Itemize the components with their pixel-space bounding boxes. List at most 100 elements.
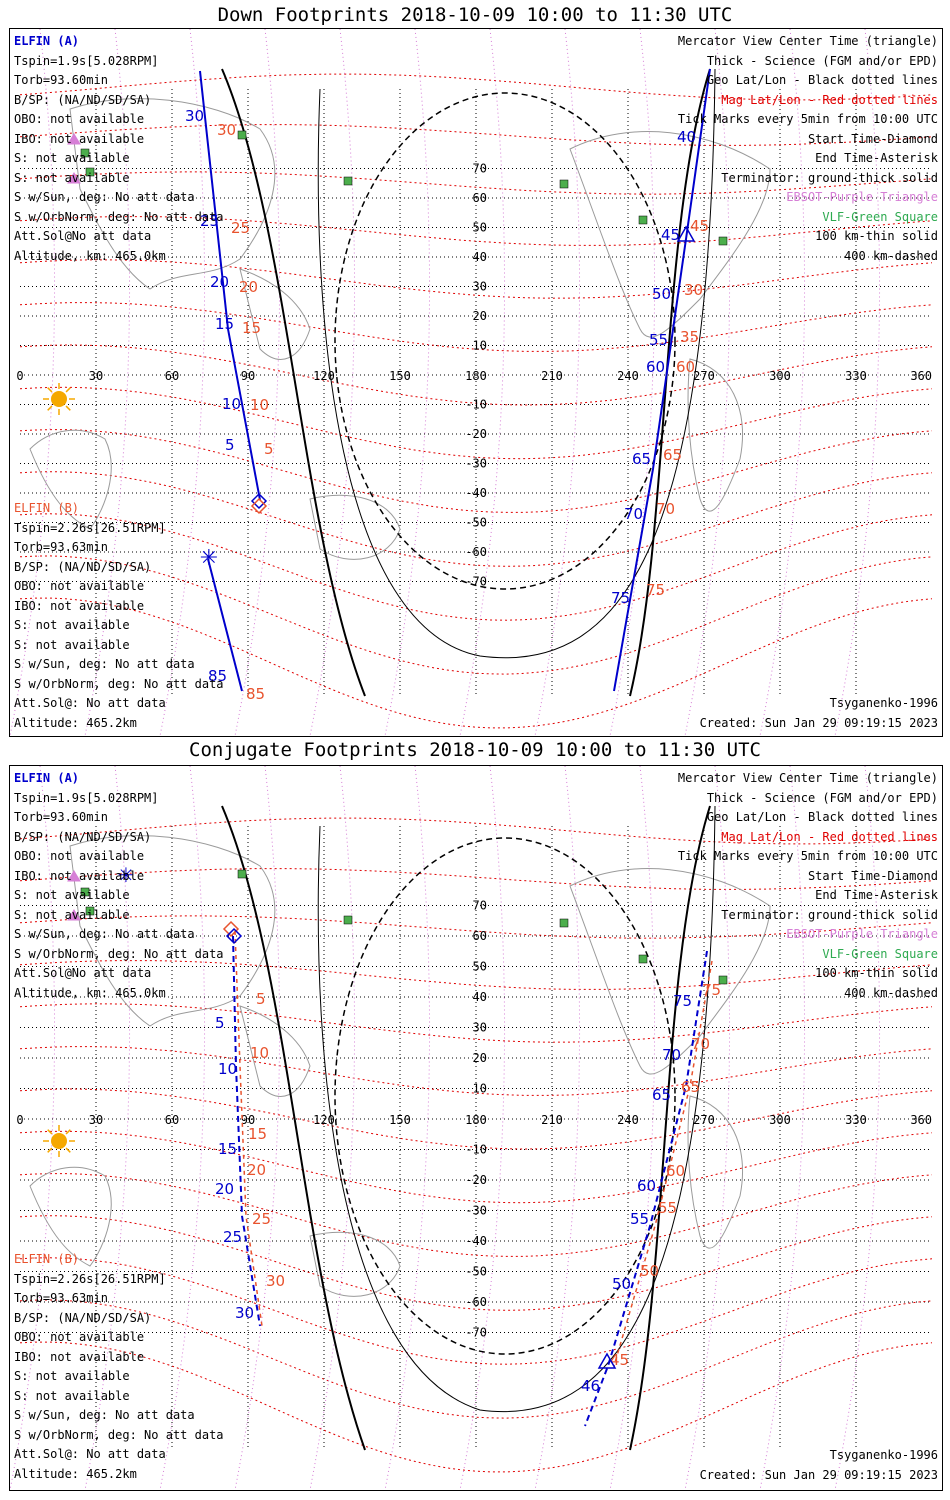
footprint-100km <box>317 805 716 1412</box>
longitude-tick-label: 360 <box>910 1113 932 1127</box>
legend-line: Mercator View Center Time (triangle) <box>677 771 938 785</box>
longitude-tick-label: 240 <box>617 369 639 383</box>
vlf-station-icon <box>638 215 648 225</box>
latitude-tick-label: 50 <box>473 221 487 235</box>
latitude-tick-label: 60 <box>473 191 487 205</box>
latitude-tick-label: -30 <box>465 1204 487 1218</box>
longitude-tick-label: 0 <box>16 369 23 383</box>
legend-line: Start Time-Diamond <box>807 131 938 146</box>
mag-longitude-line <box>459 766 506 1490</box>
elfin-b-tick-label: 45 <box>690 217 709 235</box>
elfin-b-tick-label: 60 <box>666 1162 685 1180</box>
mag-longitude-line <box>609 766 656 1490</box>
sun-ray <box>65 387 71 393</box>
mag-latitude-line <box>19 1130 933 1204</box>
elfin-a-line: B/SP: (NA/ND/SD/SA) <box>14 829 152 844</box>
sun-ray <box>65 405 71 411</box>
mag-latitude-line <box>19 73 933 101</box>
elfin-a-tick-label: 60 <box>646 358 665 376</box>
legend-line: Mag Lat/Lon - Red dotted lines <box>721 829 938 844</box>
map-legend: Mercator View Center Time (triangle) Thic… <box>678 769 938 1003</box>
mag-latitude-line <box>19 1257 933 1365</box>
footprint-100km <box>317 68 716 659</box>
latitude-tick-label: -60 <box>465 545 487 559</box>
elfin-a-tick-label: 65 <box>632 450 651 468</box>
latitude-tick-label: -70 <box>465 575 487 589</box>
elfin-a-tick-label: 55 <box>649 331 668 349</box>
longitude-tick-label: 150 <box>389 1113 411 1127</box>
elfin-a-tick-label: 20 <box>215 1180 234 1198</box>
mag-longitude-line <box>384 29 431 736</box>
sun-icon <box>51 391 67 407</box>
legend-line: Start Time-Diamond <box>807 868 938 883</box>
vlf-station-icon <box>638 954 648 964</box>
conjugate-footprints-title: Conjugate Footprints 2018-10-09 10:00 to… <box>189 739 761 761</box>
coastline <box>239 268 311 360</box>
mag-latitude-line <box>19 1173 933 1257</box>
longitude-tick-label: 150 <box>389 369 411 383</box>
elfin-b-line: Tspin=2.26s[26.51RPM] <box>14 1271 166 1286</box>
coastline <box>309 494 401 560</box>
elfin-b-tick-label: 5 <box>264 440 274 458</box>
vlf-station-icon <box>85 167 95 177</box>
elfin-b-line: Altitude: 465.2km <box>14 715 137 730</box>
elfin-a-info: ELFIN (A) Tspin=1.9s[5.028RPM] Torb=93.6… <box>14 32 224 266</box>
legend-line: Mercator View Center Time (triangle) <box>677 34 938 48</box>
mag-longitude-line <box>84 29 131 736</box>
mag-latitude-line <box>19 1215 933 1311</box>
legend-line: Mag Lat/Lon - Red dotted lines <box>721 92 938 107</box>
coastline <box>569 131 771 338</box>
elfin-a-line: S: not available <box>14 907 130 922</box>
legend-line: Geo Lat/Lon - Black dotted lines <box>706 73 938 87</box>
ebsot-triangle-icon <box>67 172 81 184</box>
elfin-b-header: ELFIN (B) <box>14 1252 80 1266</box>
mag-latitude-line <box>19 471 933 567</box>
elfin-a-tick-label: 5 <box>225 436 235 454</box>
latitude-tick-label: 70 <box>473 162 487 176</box>
center-time-triangle-icon <box>676 225 696 242</box>
elfin-a-tick-label: 75 <box>673 992 692 1010</box>
mag-longitude-line <box>534 29 581 736</box>
end-asterisk-icon: ✳ <box>118 863 135 887</box>
longitude-tick-label: 270 <box>693 369 715 383</box>
vlf-station-icon <box>237 130 247 140</box>
footprint-400km <box>334 92 676 590</box>
mag-latitude-line <box>19 171 933 195</box>
elfin-b-tick-label: 30 <box>684 281 703 299</box>
elfin-a-line: S: not available <box>14 151 130 165</box>
vlf-station-icon <box>559 918 569 928</box>
elfin-b-line: S w/Sun, deg: No att data <box>14 657 195 671</box>
mag-longitude-line <box>834 29 881 736</box>
elfin-b-line: Att.Sol@: No att data <box>14 1447 166 1461</box>
elfin-a-tick-label: 75 <box>611 589 630 607</box>
latitude-tick-label: -50 <box>465 1265 487 1279</box>
latitude-tick-label: 20 <box>473 309 487 323</box>
elfin-a-tick-label: 15 <box>218 1140 237 1158</box>
mag-latitude-line <box>19 429 933 513</box>
latitude-tick-label: 30 <box>473 280 487 294</box>
elfin-a-line: Tspin=1.9s[5.028RPM] <box>14 790 159 805</box>
vlf-station-icon <box>85 906 95 916</box>
elfin-b-line: Torb=93.63min <box>14 1291 108 1305</box>
elfin-b-track <box>613 960 713 1367</box>
longitude-tick-label: 270 <box>693 1113 715 1127</box>
coastline <box>29 1166 112 1267</box>
longitude-tick-label: 60 <box>165 1113 179 1127</box>
longitude-tick-label: 30 <box>89 1113 103 1127</box>
longitude-tick-label: 360 <box>910 369 932 383</box>
mag-latitude-line <box>19 216 933 246</box>
longitude-tick-label: 240 <box>617 1113 639 1127</box>
longitude-tick-label: 30 <box>89 369 103 383</box>
start-diamond-icon <box>250 492 268 510</box>
elfin-b-tick-label: 30 <box>217 121 236 139</box>
mag-longitude-line <box>10 29 56 736</box>
elfin-a-header: ELFIN (A) <box>14 771 80 785</box>
terminator-line <box>629 805 711 1451</box>
elfin-b-tick-label: 70 <box>691 1035 710 1053</box>
model-label: Tsyganenko-1996 <box>829 1448 938 1462</box>
start-diamond-icon <box>222 920 240 938</box>
elfin-a-line: OBO: not available <box>14 112 145 126</box>
elfin-b-tick-label: 55 <box>658 1199 677 1217</box>
elfin-a-tick-label: 50 <box>652 285 671 303</box>
elfin-b-tick-label: 70 <box>656 500 675 518</box>
